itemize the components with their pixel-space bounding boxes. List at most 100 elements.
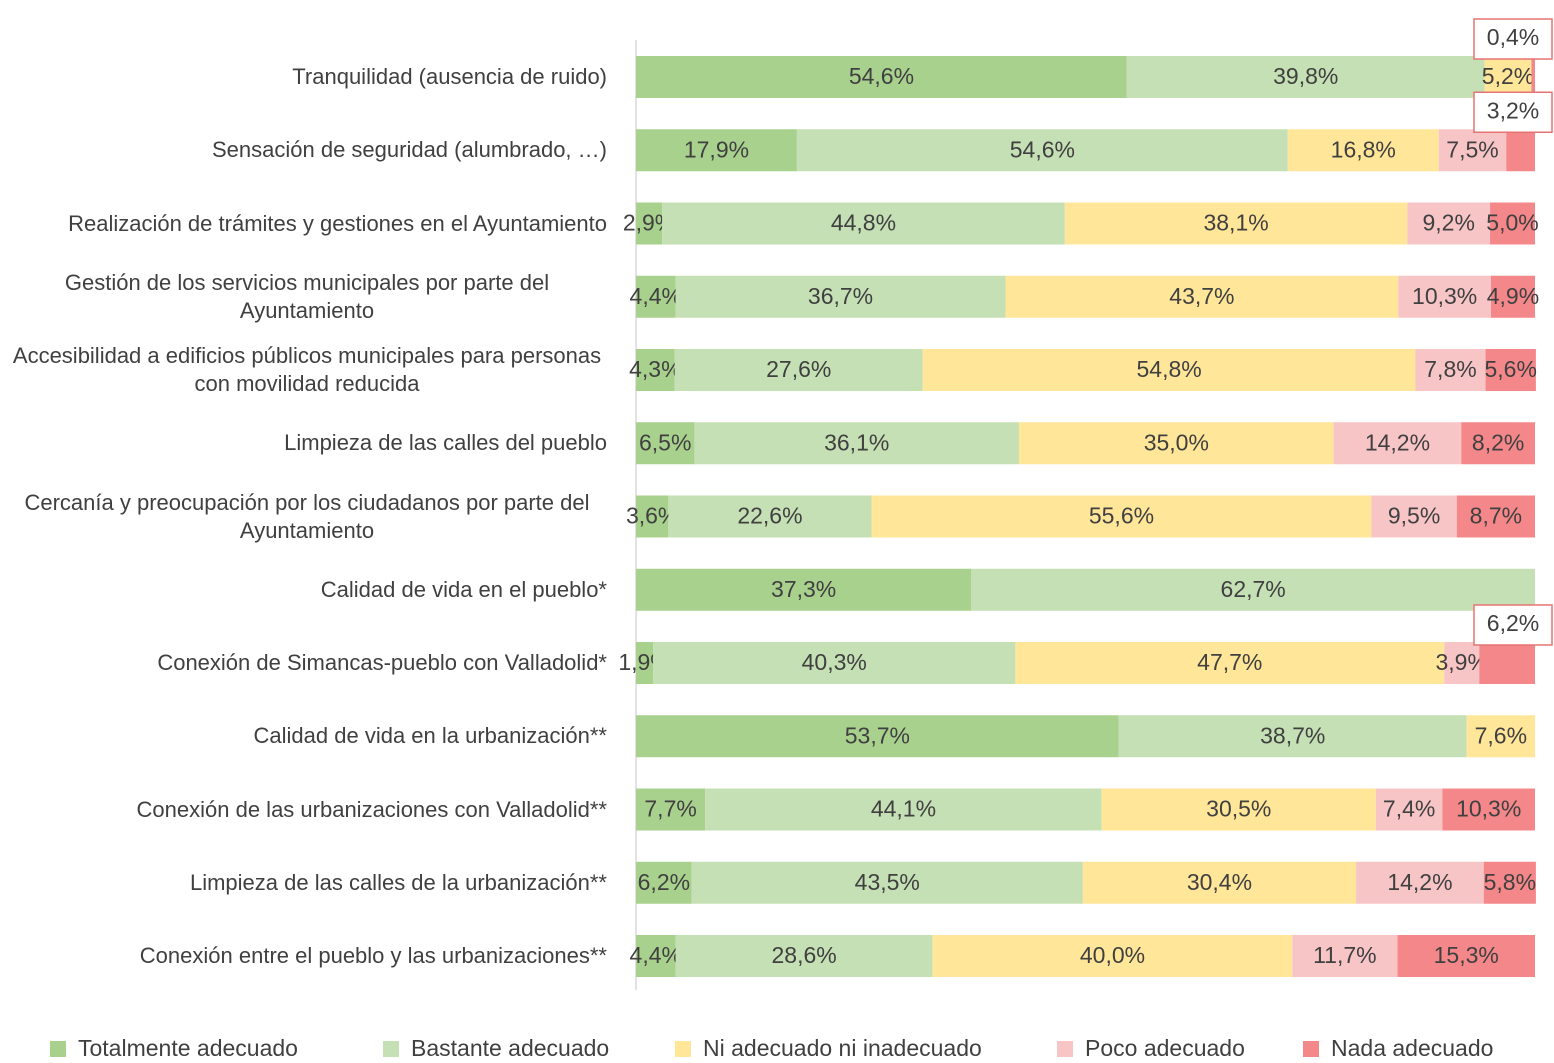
bar-segment: [1444, 642, 1480, 684]
data-label: 5,6%: [1485, 356, 1537, 382]
data-label: 27,6%: [766, 356, 831, 382]
bar-segment: [636, 422, 695, 465]
bar-segment: [1479, 642, 1535, 684]
data-label: 10,3%: [1456, 796, 1521, 822]
data-label: 62,7%: [1221, 576, 1286, 602]
data-label: 40,3%: [802, 649, 867, 675]
category-label: Conexión de las urbanizaciones con Valla…: [136, 796, 607, 822]
bar-segment: [1375, 788, 1443, 831]
bar-segment: [1438, 129, 1507, 172]
bar-segment: [636, 935, 676, 977]
bar-segment: [1018, 422, 1334, 465]
bar-segment: [636, 275, 676, 318]
data-label: 40,0%: [1080, 942, 1145, 968]
data-label: 16,8%: [1331, 136, 1396, 162]
bar-segment: [1082, 861, 1357, 904]
bar-segment: [1466, 715, 1535, 758]
data-label: 6,2%: [638, 869, 690, 895]
bar-segment: [922, 349, 1416, 391]
category-label: Gestión de los servicios municipales por…: [64, 269, 550, 323]
bar-segment: [871, 495, 1372, 538]
data-label: 14,2%: [1365, 429, 1430, 455]
data-label: 5,0%: [1486, 210, 1538, 236]
data-label: 36,7%: [808, 283, 873, 309]
bar-segment: [1356, 861, 1484, 904]
data-label: 22,6%: [737, 503, 802, 529]
bar-segment: [694, 422, 1019, 465]
bar-segment: [1484, 56, 1532, 98]
data-label: 4,4%: [630, 283, 682, 309]
callout-box: [1473, 18, 1553, 60]
data-label: 7,5%: [1446, 136, 1498, 162]
bar-segment: [662, 202, 1065, 245]
data-label: 0,4%: [1487, 24, 1539, 50]
data-label: 10,3%: [1412, 283, 1477, 309]
category-label: Limpieza de las calles de la urbanizació…: [189, 869, 607, 895]
bar-segment: [1015, 642, 1445, 684]
legend-label: Nada adecuado: [1331, 1035, 1493, 1061]
bar-segment: [675, 935, 933, 977]
data-label: 38,1%: [1203, 210, 1268, 236]
bar-segment: [636, 56, 1127, 98]
bar-segment: [1407, 202, 1491, 245]
data-label: 30,4%: [1187, 869, 1252, 895]
bar-segment: [1506, 129, 1535, 172]
bar-segment: [636, 861, 692, 904]
data-label: 6,2%: [1487, 610, 1539, 636]
data-label: 8,7%: [1470, 503, 1522, 529]
legend-swatch: [1057, 1041, 1073, 1057]
data-label: 8,2%: [1472, 429, 1524, 455]
bar-segment: [653, 642, 1016, 684]
bar-segment: [675, 275, 1006, 318]
bar-segment: [1415, 349, 1486, 391]
bar-segment: [1397, 935, 1535, 977]
bar-segment: [1126, 56, 1485, 98]
legend-swatch: [675, 1041, 691, 1057]
category-label: Accesibilidad a edificios públicos munic…: [12, 343, 602, 396]
data-label: 4,9%: [1487, 283, 1539, 309]
data-label: 54,6%: [1010, 136, 1075, 162]
bar-segment: [1118, 715, 1467, 758]
data-label: 5,2%: [1482, 63, 1534, 89]
bar-segment: [705, 788, 1102, 831]
bar-segment: [1490, 202, 1535, 245]
category-label: Conexión entre el pueblo y las urbanizac…: [139, 943, 607, 968]
category-label: Conexión de Simancas-pueblo con Valladol…: [157, 650, 607, 675]
callout-box: [1473, 91, 1553, 133]
bar-segment: [1371, 495, 1457, 538]
legend-swatch: [50, 1041, 66, 1057]
bar-segment: [636, 129, 797, 172]
data-label: 47,7%: [1197, 649, 1262, 675]
data-label: 44,8%: [831, 210, 896, 236]
data-label: 5,8%: [1484, 869, 1536, 895]
data-label: 14,2%: [1387, 869, 1452, 895]
data-label: 38,7%: [1260, 722, 1325, 748]
data-label: 9,2%: [1422, 210, 1474, 236]
data-label: 4,4%: [630, 942, 682, 968]
bar-segment: [1292, 935, 1398, 977]
legend-label: Bastante adecuado: [411, 1035, 609, 1061]
legend-label: Poco adecuado: [1085, 1035, 1245, 1061]
bar-segment: [1456, 495, 1535, 538]
bar-segment: [796, 129, 1288, 172]
data-label: 43,5%: [855, 869, 920, 895]
bar-segment: [636, 202, 663, 245]
data-label: 7,8%: [1424, 356, 1476, 382]
category-label: Limpieza de las calles del pueblo: [284, 430, 607, 456]
category-label: Cercanía y preocupación por los ciudadan…: [24, 489, 590, 543]
data-label: 6,5%: [639, 429, 691, 455]
bar-segment: [668, 495, 872, 538]
data-label: 54,6%: [849, 63, 914, 89]
bar-segment: [674, 349, 923, 391]
category-label: Sensación de seguridad (alumbrado, …): [211, 137, 607, 163]
data-label: 54,8%: [1136, 356, 1201, 382]
legend-label: Ni adecuado ni inadecuado: [703, 1035, 982, 1061]
data-label: 39,8%: [1273, 63, 1338, 89]
bar-segment: [1101, 788, 1376, 831]
bar-segment: [1333, 422, 1462, 465]
bar-segment: [636, 568, 972, 611]
bar-segment: [971, 568, 1535, 611]
bar-segment: [1461, 422, 1535, 465]
category-label: Realización de trámites y gestiones en e…: [68, 210, 607, 236]
bar-segment: [636, 715, 1119, 758]
